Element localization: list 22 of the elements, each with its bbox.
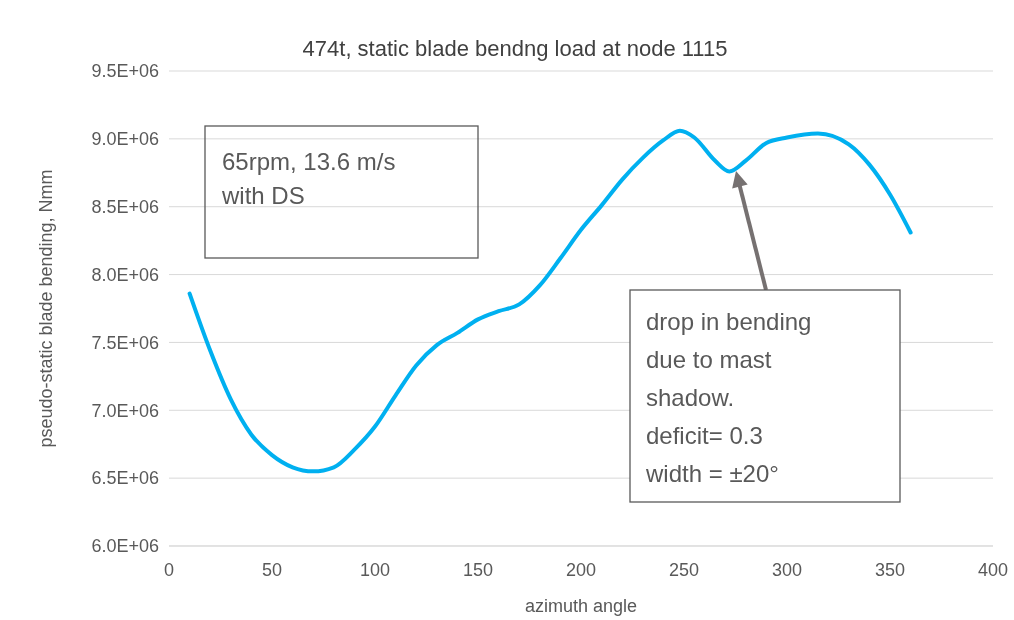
x-axis-title: azimuth angle xyxy=(524,596,638,616)
x-tick-label: 200 xyxy=(565,560,597,580)
x-tick-label: 150 xyxy=(462,560,494,580)
y-axis-title: pseudo-static blade bending, Nmm xyxy=(36,169,56,448)
x-tick-label: 50 xyxy=(261,560,283,580)
y-tick-label: 6.5E+06 xyxy=(91,468,159,489)
y-tick-label: 9.5E+06 xyxy=(91,61,159,82)
annotation: 65rpm, 13.6 m/s with DS xyxy=(221,148,396,209)
x-tick-label: 100 xyxy=(359,560,391,580)
annotation: drop in bending due to mast shadow. deficit= 0.3 width = ±20° xyxy=(645,308,812,487)
y-tick-label: 8.0E+06 xyxy=(91,264,159,285)
x-tick-label: 300 xyxy=(771,560,803,580)
y-tick-label: 7.0E+06 xyxy=(91,400,159,421)
chart-title: 474t, static blade bendng load at node 1115 xyxy=(302,36,728,61)
x-tick-label: 250 xyxy=(668,560,700,580)
x-tick-label: 400 xyxy=(977,560,1009,580)
y-tick-label: 7.5E+06 xyxy=(91,332,159,353)
x-tick-label: 0 xyxy=(163,560,175,580)
y-tick-label: 8.5E+06 xyxy=(91,197,159,218)
y-tick-label: 9.0E+06 xyxy=(91,129,159,150)
x-tick-label: 350 xyxy=(874,560,906,580)
y-tick-label: 6.0E+06 xyxy=(91,536,159,557)
